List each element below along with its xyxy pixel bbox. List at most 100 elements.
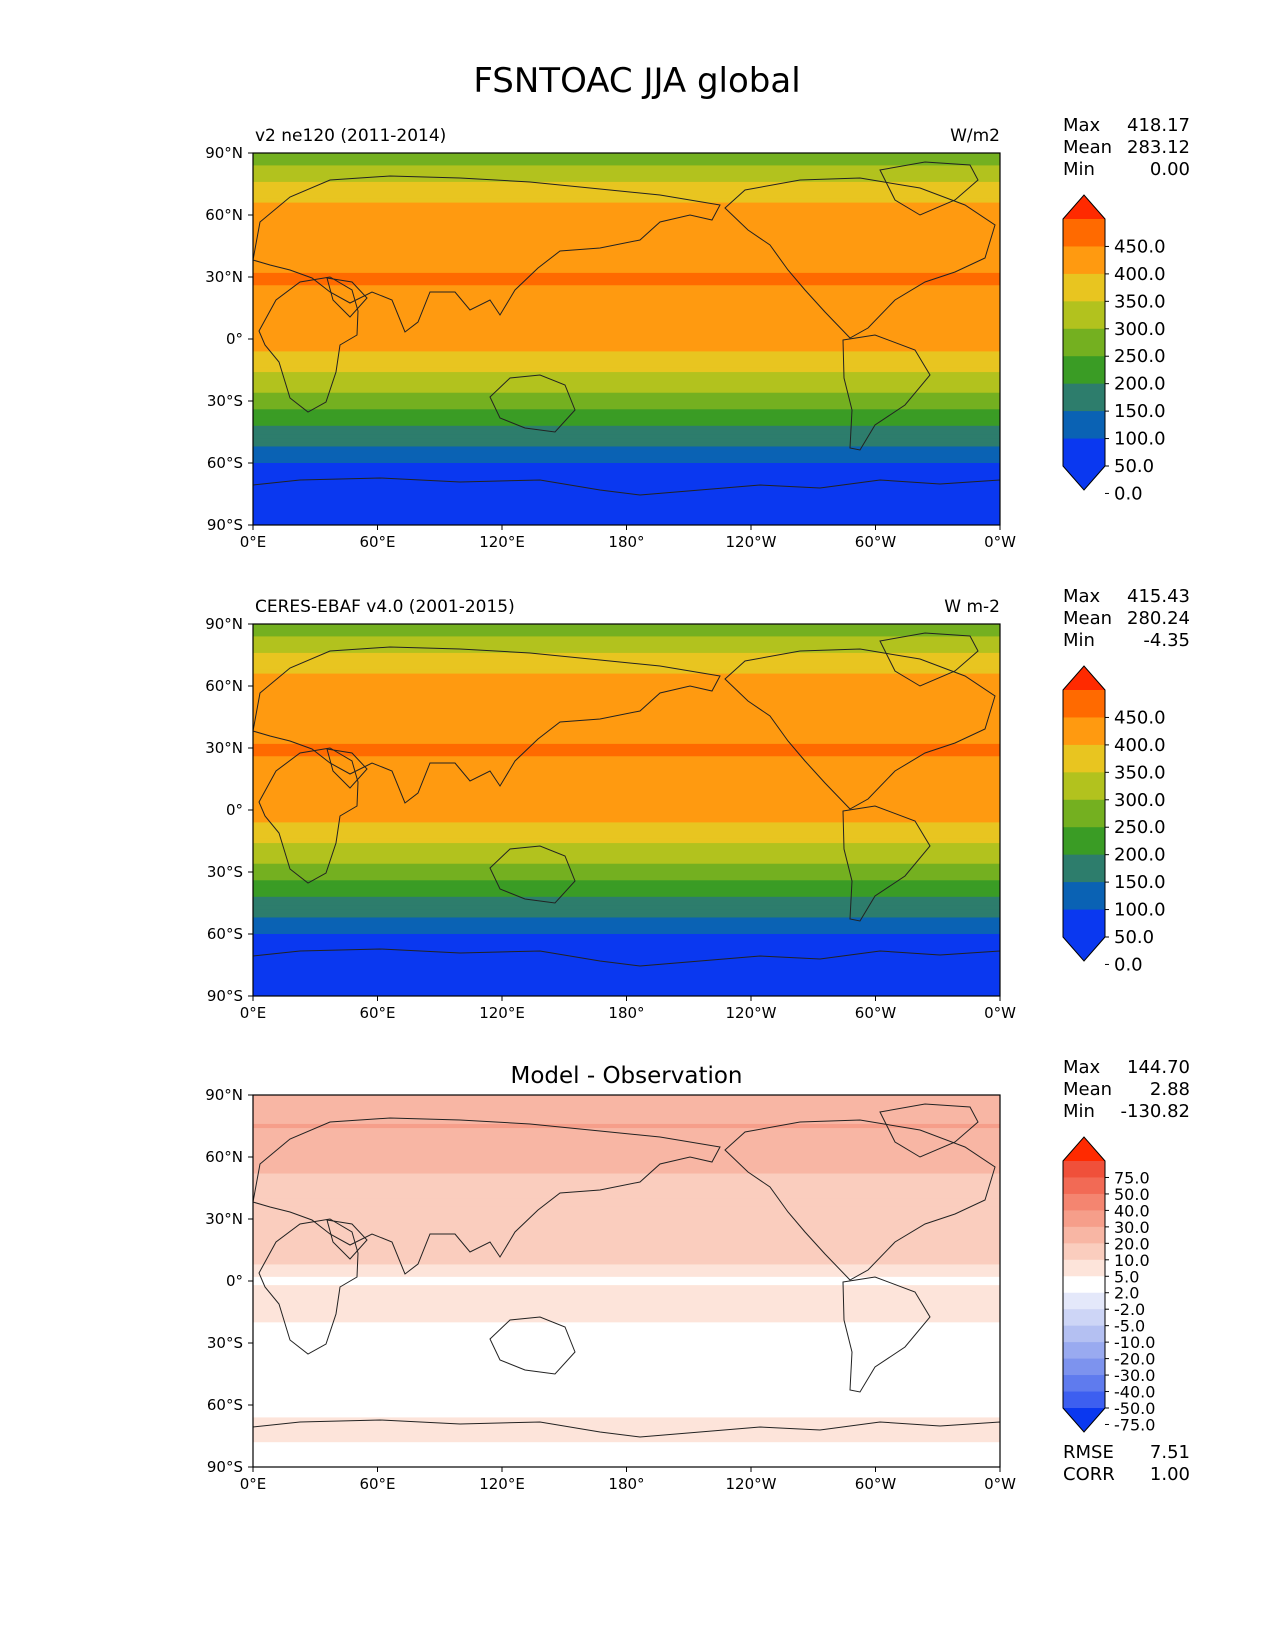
field-band bbox=[253, 1400, 1000, 1406]
y-tick-label: 60°N bbox=[205, 677, 243, 695]
colorbar-bin bbox=[1063, 411, 1105, 440]
field-band bbox=[253, 768, 1000, 774]
field-band bbox=[253, 186, 1000, 191]
colorbar-label: 75.0 bbox=[1114, 1168, 1150, 1187]
field-band bbox=[253, 917, 1000, 923]
field-band bbox=[253, 1355, 1000, 1361]
y-tick-label: 30°N bbox=[205, 1210, 243, 1228]
field-band bbox=[253, 372, 1000, 377]
colorbar-bin bbox=[1063, 328, 1105, 357]
field-band bbox=[253, 1185, 1000, 1191]
field-band bbox=[253, 417, 1000, 423]
y-tick-label: 60°S bbox=[207, 454, 243, 472]
colorbar: 450.0 400.0 350.0 300.0 250.0 200.0 150.0 100.0… bbox=[1062, 665, 1166, 975]
x-tick-label: 180° bbox=[608, 1475, 644, 1493]
colorbar-label: 5.0 bbox=[1114, 1267, 1139, 1286]
field-band bbox=[253, 326, 1000, 332]
colorbar-extend-min bbox=[1063, 937, 1105, 961]
stat-label: CORR bbox=[1063, 1464, 1115, 1485]
field-band bbox=[253, 925, 1000, 931]
field-band bbox=[253, 921, 1000, 927]
field-band bbox=[253, 1198, 1000, 1204]
stat-label: Mean bbox=[1063, 137, 1112, 158]
field-band bbox=[253, 826, 1000, 832]
colorbar-bin bbox=[1063, 854, 1105, 883]
field-band bbox=[253, 1214, 1000, 1220]
x-tick-label: 60°W bbox=[855, 1004, 897, 1022]
field-band bbox=[253, 892, 1000, 898]
field-band bbox=[253, 764, 1000, 770]
field-band bbox=[253, 636, 1000, 642]
field-band bbox=[253, 479, 1000, 485]
colorbar-label: -5.0 bbox=[1114, 1317, 1145, 1336]
stat-value: 2.88 bbox=[1150, 1079, 1190, 1100]
colorbar-bin bbox=[1063, 1177, 1105, 1195]
field-band bbox=[253, 1099, 1000, 1104]
field-band bbox=[253, 1190, 1000, 1195]
colorbar-bin bbox=[1063, 1309, 1105, 1327]
x-tick-label: 120°E bbox=[479, 1004, 525, 1022]
field-band bbox=[253, 256, 1000, 262]
field-band bbox=[253, 1376, 1000, 1381]
field-band bbox=[253, 872, 1000, 877]
field-band bbox=[253, 339, 1000, 344]
x-tick-label: 180° bbox=[608, 1004, 644, 1022]
x-tick-label: 120°E bbox=[479, 533, 525, 551]
field-band bbox=[253, 181, 1000, 187]
colorbar-label: -50.0 bbox=[1114, 1399, 1155, 1418]
colorbar-bin bbox=[1063, 273, 1105, 302]
colorbar-bin bbox=[1063, 882, 1105, 911]
field-band bbox=[253, 731, 1000, 737]
field-band bbox=[253, 1095, 1000, 1100]
colorbar-label: -40.0 bbox=[1114, 1383, 1155, 1402]
colorbar-bin bbox=[1063, 744, 1105, 773]
colorbar-label: 200.0 bbox=[1114, 374, 1166, 395]
field-band bbox=[253, 384, 1000, 390]
field-band bbox=[253, 723, 1000, 728]
field-band bbox=[253, 1405, 1000, 1410]
colorbar-bin bbox=[1063, 690, 1105, 718]
field-band bbox=[253, 310, 1000, 315]
field-band bbox=[253, 438, 1000, 443]
colorbar-label: 150.0 bbox=[1114, 872, 1166, 893]
panel-model: 0°E 60°E 120°E 180° 120°W 60°W 0°W 90°N 60°N 30°N… bbox=[205, 115, 1190, 551]
stat-label: Min bbox=[1063, 1101, 1095, 1122]
field-band bbox=[253, 1318, 1000, 1323]
field-band bbox=[253, 467, 1000, 472]
field-band bbox=[253, 1314, 1000, 1319]
colorbar-bin bbox=[1063, 1276, 1105, 1294]
stat-label: Mean bbox=[1063, 1079, 1112, 1100]
field-band bbox=[253, 471, 1000, 476]
field-band bbox=[253, 285, 1000, 290]
colorbar-bin bbox=[1063, 1226, 1105, 1244]
x-tick-label: 120°E bbox=[479, 1475, 525, 1493]
field-band bbox=[253, 1388, 1000, 1394]
field-band bbox=[253, 1115, 1000, 1121]
colorbar-bin bbox=[1063, 1292, 1105, 1310]
field-band bbox=[253, 1103, 1000, 1108]
field-band bbox=[253, 648, 1000, 654]
colorbar-bin bbox=[1063, 1358, 1105, 1376]
colorbar-label: 450.0 bbox=[1114, 236, 1166, 257]
y-tick-label: 90°S bbox=[207, 516, 243, 534]
field-band bbox=[253, 268, 1000, 274]
field-band bbox=[253, 429, 1000, 435]
field-band bbox=[253, 855, 1000, 861]
field-band bbox=[253, 173, 1000, 179]
field-band bbox=[253, 934, 1000, 939]
field-band bbox=[253, 392, 1000, 398]
colorbar-label: -75.0 bbox=[1114, 1415, 1155, 1434]
field-band bbox=[253, 1371, 1000, 1377]
y-tick-label: 30°S bbox=[207, 1334, 243, 1352]
field-band bbox=[253, 1247, 1000, 1253]
field-band bbox=[253, 1239, 1000, 1245]
field-band bbox=[253, 272, 1000, 278]
field-band bbox=[253, 161, 1000, 166]
field-band bbox=[253, 1264, 1000, 1270]
stat-value: 144.70 bbox=[1127, 1057, 1190, 1078]
x-tick-label: 60°W bbox=[855, 533, 897, 551]
field-band bbox=[253, 624, 1000, 629]
field-band bbox=[253, 714, 1000, 720]
field-band bbox=[253, 1322, 1000, 1328]
field-band bbox=[253, 1347, 1000, 1352]
